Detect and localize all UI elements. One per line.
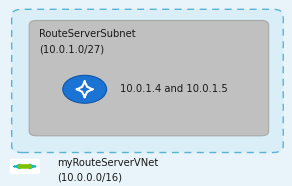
Text: myRouteServerVNet: myRouteServerVNet	[57, 158, 158, 168]
FancyBboxPatch shape	[29, 20, 269, 136]
Text: 10.0.1.4 and 10.0.1.5: 10.0.1.4 and 10.0.1.5	[120, 84, 228, 94]
Circle shape	[25, 164, 32, 169]
Text: (10.0.0.0/16): (10.0.0.0/16)	[57, 173, 122, 183]
Circle shape	[17, 164, 25, 169]
Text: RouteServerSubnet: RouteServerSubnet	[39, 29, 136, 39]
Circle shape	[63, 75, 107, 103]
Text: (10.0.1.0/27): (10.0.1.0/27)	[39, 44, 105, 54]
Circle shape	[21, 164, 29, 169]
FancyBboxPatch shape	[12, 9, 283, 153]
FancyBboxPatch shape	[10, 159, 40, 174]
